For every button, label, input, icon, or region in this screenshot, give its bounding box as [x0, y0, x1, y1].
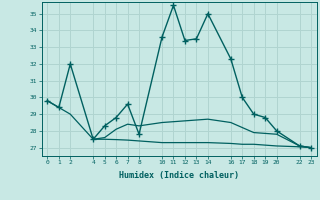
X-axis label: Humidex (Indice chaleur): Humidex (Indice chaleur) [119, 171, 239, 180]
